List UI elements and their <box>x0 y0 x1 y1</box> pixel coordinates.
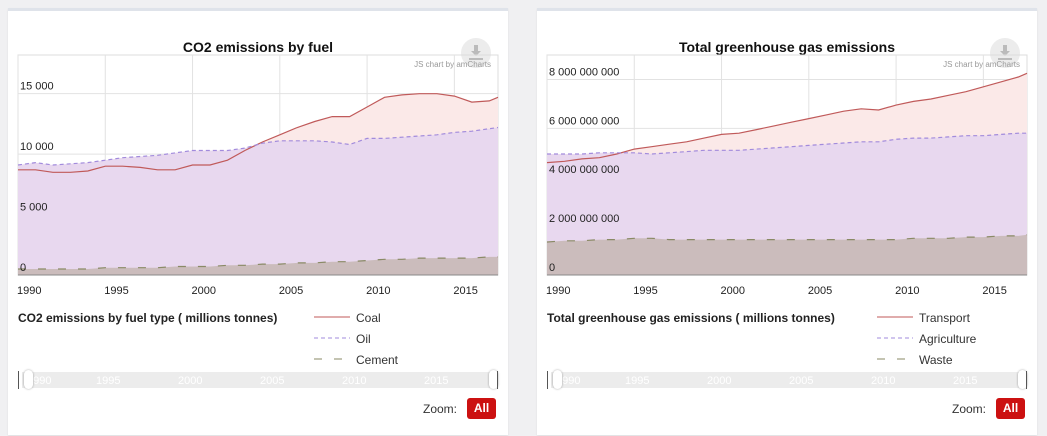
scroll-label: 1990 <box>27 375 52 387</box>
chart-scrollbar[interactable]: 1990 1995 2000 2005 2010 2015 <box>547 370 1027 389</box>
legend-label: Transport <box>919 311 970 325</box>
chart-title: Total greenhouse gas emissions <box>678 39 896 55</box>
chart-subtitle: Total greenhouse gas emissions ( million… <box>547 311 835 325</box>
series-line <box>546 234 1028 243</box>
scrollbar-right-grip[interactable] <box>489 370 498 389</box>
y-tick-label: 6 000 000 000 <box>549 115 619 127</box>
scroll-label: 2000 <box>178 375 203 387</box>
series-area <box>18 127 498 275</box>
scroll-label: 2015 <box>953 375 978 387</box>
x-tick-label: 1990 <box>17 285 41 297</box>
legend-label: Agriculture <box>919 332 977 346</box>
scrollbar-edge <box>547 371 548 389</box>
chart-subtitle: CO2 emissions by fuel type ( millions to… <box>18 311 278 325</box>
y-tick-label: 0 <box>549 262 555 274</box>
legend-label: Oil <box>356 332 371 346</box>
scroll-label: 2005 <box>260 375 285 387</box>
scroll-label: 1995 <box>625 375 650 387</box>
y-tick-label: 2 000 000 000 <box>549 213 619 225</box>
y-tick-label: 10 000 <box>20 141 54 153</box>
scroll-label: 2000 <box>707 375 732 387</box>
download-icon <box>998 45 1012 60</box>
co2-by-fuel-panel: CO2 emissions by fuel JS chart by amChar… <box>8 8 508 435</box>
y-tick-label: 15 000 <box>20 81 54 93</box>
scroll-label: 2010 <box>342 375 367 387</box>
series-line <box>17 126 499 166</box>
legend-line-icon <box>877 316 913 318</box>
legend-label: Cement <box>356 353 399 367</box>
download-button[interactable] <box>990 38 1020 68</box>
scrollbar-edge <box>1026 371 1027 389</box>
y-tick-label: 4 000 000 000 <box>549 164 619 176</box>
x-tick-label: 2010 <box>895 285 919 297</box>
ghg-emissions-panel: Total greenhouse gas emissions JS chart … <box>537 8 1037 435</box>
x-tick-label: 2010 <box>366 285 390 297</box>
co2-chart-plot: 0 5 000 10 000 15 000 1990 1995 2000 2005 2010 20… <box>17 54 499 297</box>
legend-label: Waste <box>919 353 953 367</box>
zoom-all-button[interactable]: All <box>996 398 1025 419</box>
scrollbar-right-grip[interactable] <box>1018 370 1027 389</box>
download-button[interactable] <box>461 38 491 68</box>
legend-line-icon <box>314 316 350 318</box>
legend-line-icon <box>877 337 913 339</box>
x-tick-label: 1995 <box>104 285 128 297</box>
x-tick-label: 2015 <box>982 285 1006 297</box>
scrollbar-left-grip[interactable] <box>553 370 562 389</box>
series-line <box>18 256 498 270</box>
legend-label: Coal <box>356 311 381 325</box>
series-area <box>547 234 1027 275</box>
chart-scrollbar[interactable]: 1990 1995 2000 2005 2010 2015 <box>18 370 498 389</box>
scrollbar-track[interactable]: 1990 1995 2000 2005 2010 2015 <box>22 372 492 388</box>
download-icon <box>469 45 483 60</box>
chart-credit-link[interactable]: JS chart by amCharts <box>414 60 491 69</box>
legend-line-icon <box>314 358 350 360</box>
legend-line-icon <box>877 358 913 360</box>
x-tick-label: 1995 <box>633 285 657 297</box>
scroll-label: 2005 <box>789 375 814 387</box>
chart-title: CO2 emissions by fuel <box>182 39 334 55</box>
x-tick-label: 2000 <box>192 285 216 297</box>
zoom-label: Zoom: <box>951 402 986 416</box>
series-line <box>547 132 1027 155</box>
x-tick-label: 2000 <box>721 285 745 297</box>
scrollbar-left-grip[interactable] <box>24 370 33 389</box>
x-tick-label: 1990 <box>546 285 570 297</box>
scroll-label: 2015 <box>424 375 449 387</box>
zoom-all-button[interactable]: All <box>467 398 496 419</box>
series-line <box>18 93 499 173</box>
series-line <box>546 72 1028 164</box>
scroll-label: 1995 <box>96 375 121 387</box>
y-tick-label: 8 000 000 000 <box>549 66 619 78</box>
ghg-chart-plot: 0 2 000 000 000 4 000 000 000 6 000 000 000… <box>546 54 1028 297</box>
zoom-label: Zoom: <box>422 402 457 416</box>
x-tick-label: 2005 <box>279 285 303 297</box>
scrollbar-edge <box>18 371 19 389</box>
scroll-label: 1990 <box>556 375 581 387</box>
chart-credit-link[interactable]: JS chart by amCharts <box>943 60 1020 69</box>
legend-line-icon <box>314 337 350 339</box>
y-tick-label: 0 <box>20 262 26 274</box>
series-area <box>18 256 498 275</box>
x-tick-label: 2015 <box>453 285 477 297</box>
scroll-label: 2010 <box>871 375 896 387</box>
y-tick-label: 5 000 <box>20 202 48 214</box>
scrollbar-edge <box>497 371 498 389</box>
scrollbar-track[interactable]: 1990 1995 2000 2005 2010 2015 <box>551 372 1021 388</box>
x-tick-label: 2005 <box>808 285 832 297</box>
